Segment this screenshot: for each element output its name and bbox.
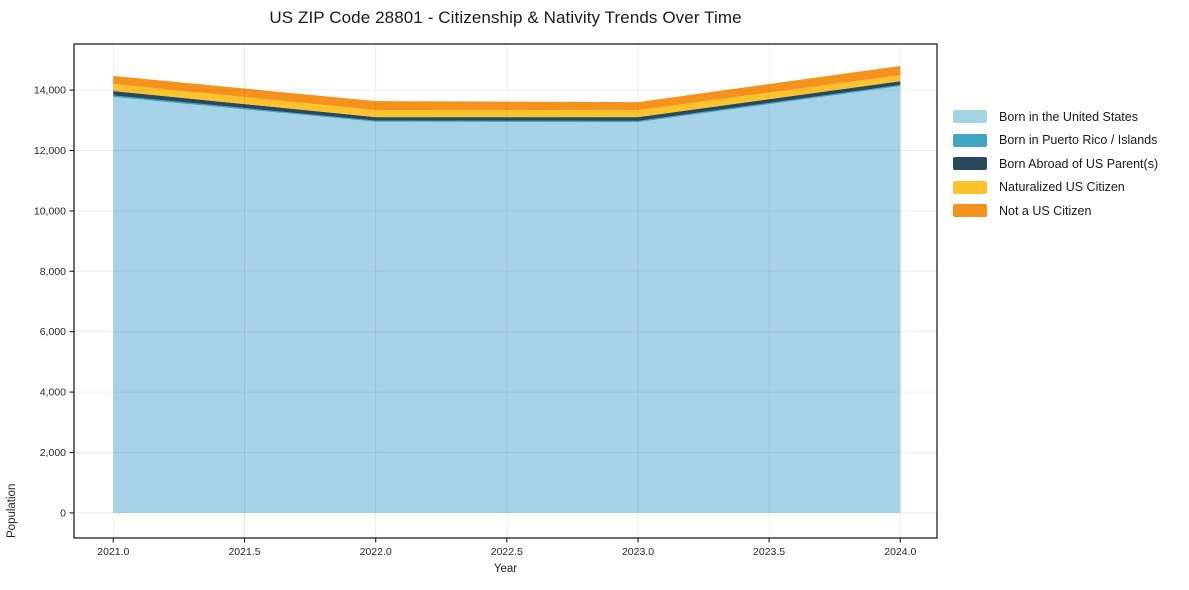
- legend-label: Born in Puerto Rico / Islands: [999, 133, 1158, 148]
- x-tick-label: 2023.0: [622, 546, 654, 558]
- x-tick-label: 2023.5: [753, 546, 785, 558]
- y-tick-label: 4,000: [40, 387, 66, 399]
- y-tick-label: 2,000: [40, 447, 66, 459]
- y-axis-ticks: 0 2,000 4,000 6,000 8,000 10,000 12,000 14,000: [34, 85, 74, 519]
- chart-title: US ZIP Code 28801 - Citizenship & Nativi…: [269, 8, 742, 27]
- y-tick-label: 6,000: [40, 326, 66, 338]
- legend-swatch-not-a-us-citizen: [953, 204, 987, 218]
- legend-item-born-in-puerto-rico-islands: Born in Puerto Rico / Islands: [953, 129, 1158, 153]
- y-tick-label: 14,000: [34, 85, 66, 97]
- y-axis-label: Population: [6, 483, 18, 538]
- x-tick-label: 2022.0: [360, 546, 392, 558]
- x-tick-label: 2021.0: [97, 546, 129, 558]
- plot-border: [73, 43, 938, 539]
- x-tick-label: 2022.5: [491, 546, 523, 558]
- legend-swatch-born-abroad-of-us-parent-s: [953, 157, 987, 171]
- x-axis-ticks: 2021.0 2021.5 2022.0 2022.5 2023.0 2023.5 2024…: [97, 538, 917, 558]
- legend-label: Not a US Citizen: [999, 203, 1092, 218]
- area-born-abroad-of-us-parent-s: [113, 81, 901, 121]
- stacked-areas: [113, 66, 901, 513]
- y-tick-label: 0: [60, 507, 66, 519]
- gridlines: [74, 44, 937, 538]
- x-tick-label: 2021.5: [228, 546, 260, 558]
- legend-swatch-naturalized-us-citizen: [953, 180, 987, 194]
- legend-label: Naturalized US Citizen: [999, 180, 1125, 195]
- area-naturalized-us-citizen: [113, 75, 901, 118]
- legend: Born in the United States Born in Puerto …: [953, 105, 1158, 223]
- x-axis-label: Year: [493, 563, 518, 575]
- legend-label: Born Abroad of US Parent(s): [999, 156, 1159, 171]
- legend-item-born-in-the-united-states: Born in the United States: [953, 105, 1158, 129]
- legend-item-naturalized-us-citizen: Naturalized US Citizen: [953, 176, 1158, 200]
- legend-swatch-born-in-the-united-states: [953, 110, 987, 124]
- legend-item-not-a-us-citizen: Not a US Citizen: [953, 199, 1158, 223]
- area-born-in-the-united-states: [113, 86, 901, 513]
- area-born-in-puerto-rico-islands: [113, 84, 901, 123]
- area-not-a-us-citizen: [113, 66, 901, 111]
- y-tick-label: 8,000: [40, 266, 66, 278]
- legend-swatch-born-in-puerto-rico-islands: [953, 133, 987, 147]
- legend-item-born-abroad-of-us-parent-s: Born Abroad of US Parent(s): [953, 152, 1158, 176]
- y-tick-label: 10,000: [34, 205, 66, 217]
- y-tick-label: 12,000: [34, 145, 66, 157]
- legend-label: Born in the United States: [999, 109, 1138, 124]
- x-tick-label: 2024.0: [884, 546, 916, 558]
